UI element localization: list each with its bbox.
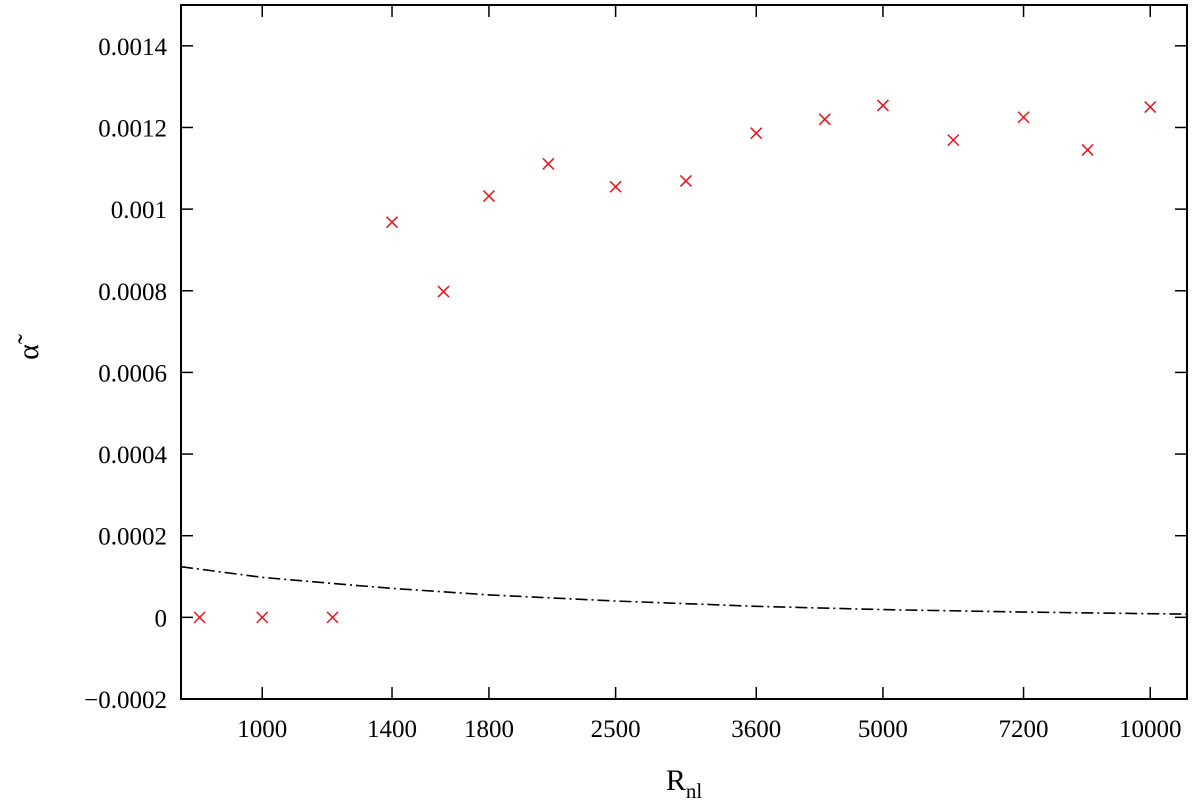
y-tick-label: 0.0006: [98, 360, 167, 387]
y-tick-label: 0.0012: [98, 115, 167, 142]
y-tick-label: 0.001: [111, 197, 167, 224]
data-point-marker: [679, 174, 692, 187]
y-tick-label: 0.0002: [98, 524, 167, 551]
x-tick-label: 7200: [999, 716, 1049, 743]
data-point-marker: [609, 180, 622, 193]
data-point-marker: [193, 611, 206, 624]
x-tick-label: 1400: [367, 716, 417, 743]
data-point-marker: [750, 127, 763, 140]
data-point-marker: [385, 216, 399, 229]
x-tick-label: 1800: [464, 716, 514, 743]
plot-frame: [180, 4, 1188, 700]
x-axis-label: Rnl: [666, 764, 703, 803]
data-point-marker: [947, 134, 960, 147]
data-point-marker: [1017, 111, 1030, 124]
data-point-marker: [482, 190, 495, 203]
data-point-marker: [818, 113, 831, 126]
x-tick-label: 5000: [858, 716, 908, 743]
data-points-layer: [193, 99, 1157, 624]
y-tick-label: −0.0002: [84, 687, 167, 714]
data-point-marker: [256, 611, 269, 624]
x-tick-label: 10000: [1119, 716, 1182, 743]
data-point-marker: [1081, 143, 1094, 156]
data-point-marker: [542, 157, 555, 170]
data-point-marker: [326, 611, 339, 624]
y-tick-label: 0.0004: [98, 442, 167, 469]
y-axis-label: α̃: [12, 334, 45, 360]
x-tick-label: 3600: [731, 716, 781, 743]
y-tick-label: 0: [155, 605, 168, 632]
y-tick-label: 0.0014: [98, 34, 167, 61]
data-point-marker: [1144, 101, 1157, 114]
x-ticks: 1000 1400 1800 2500 3600 5000 7200 10000: [237, 5, 1181, 743]
model-curve-line: [180, 565, 1188, 615]
x-axis-label-main: R: [666, 764, 686, 797]
data-point-marker: [437, 285, 450, 298]
x-tick-label: 1000: [237, 716, 287, 743]
x-tick-label: 2500: [591, 716, 641, 743]
x-axis-label-subscript: nl: [686, 779, 703, 803]
y-tick-label: 0.0008: [98, 279, 167, 306]
data-point-marker: [876, 99, 889, 112]
y-ticks: −0.0002 0 0.0002 0.0004 0.0006 0.0008 0.001 0.0…: [84, 34, 1187, 714]
model-curve-layer: [180, 565, 1188, 615]
